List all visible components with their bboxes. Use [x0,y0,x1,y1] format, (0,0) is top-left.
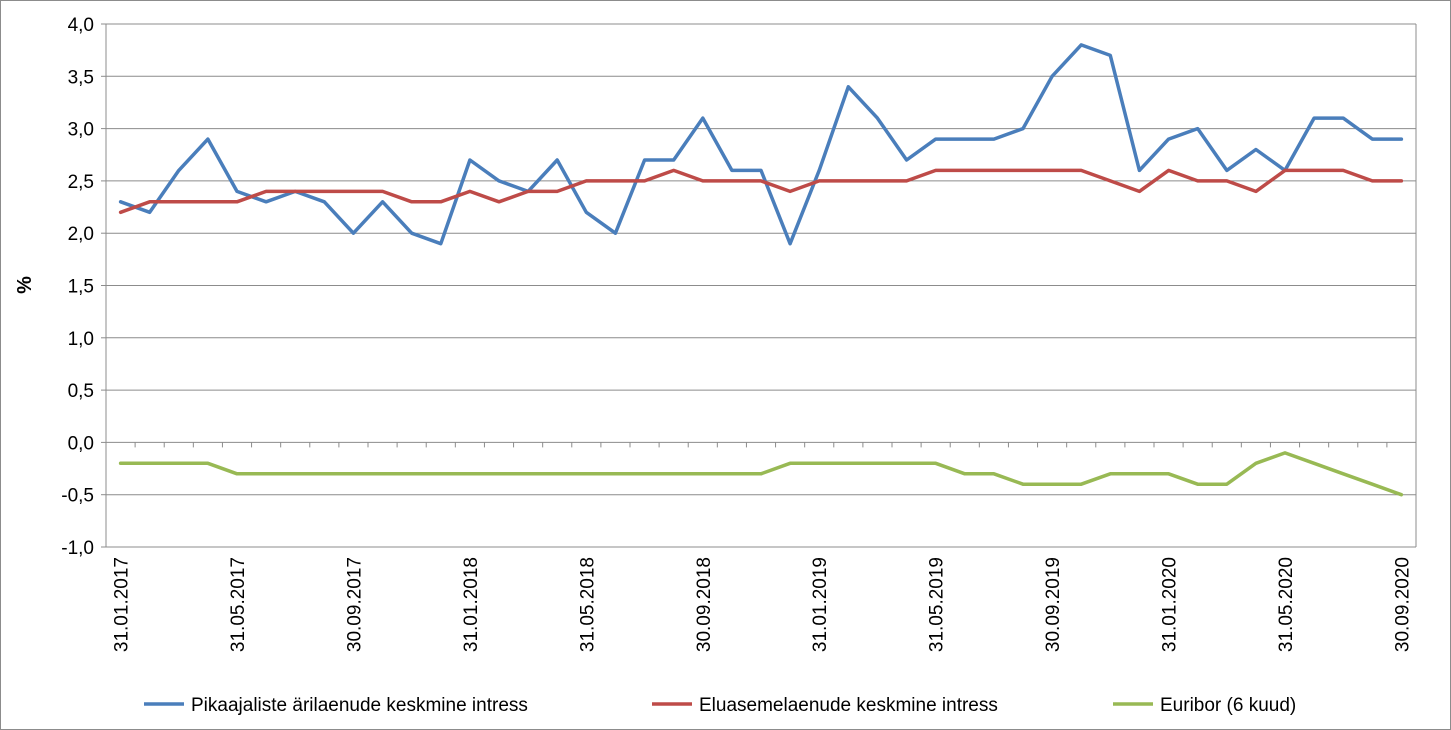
x-tick-label: 31.05.2018 [577,557,598,652]
series-lines [118,43,1404,497]
x-tick-label: 31.01.2019 [810,557,831,652]
y-tick-label: 1,5 [68,277,94,298]
x-tick-label: 30.09.2020 [1392,557,1413,652]
y-tick-label: 2,5 [68,172,94,193]
y-tick-label: 3,5 [68,67,94,88]
x-tick-label: 31.01.2020 [1160,557,1181,652]
legend: Pikaajaliste ärilaenude keskmine intress… [144,695,1296,716]
y-tick-label: 4,0 [68,15,94,36]
y-tick-label: 0,0 [68,433,94,454]
x-tick-label: 30.09.2019 [1043,557,1064,652]
legend-label: Eluasemelaenude keskmine intress [699,695,998,716]
series-line-3 [118,451,1404,497]
y-axis-label: % [14,276,36,294]
x-tick-label: 31.05.2020 [1276,557,1297,652]
y-tick-label: 2,0 [68,224,94,245]
gridlines [106,23,1416,548]
x-tick-label: 31.01.2017 [112,557,133,652]
y-tick-label: -0,5 [61,486,94,507]
legend-label: Pikaajaliste ärilaenude keskmine intress [191,695,528,716]
y-tick-label: -1,0 [61,538,94,559]
x-tick-label: 30.09.2017 [344,557,365,652]
y-tick-label: 0,5 [68,381,94,402]
legend-label: Euribor (6 kuud) [1160,695,1296,716]
x-tick-labels: 31.01.2017 31.05.2017 30.09.2017 31.01.2018… [112,557,1414,652]
y-tick-label: 3,0 [68,120,94,141]
x-tick-label: 30.09.2018 [694,557,715,652]
x-tick-label: 31.05.2017 [228,557,249,652]
x-tick-label: 31.01.2018 [461,557,482,652]
series-line-2 [118,168,1404,215]
axes [101,23,1417,548]
y-tick-label: 1,0 [68,329,94,350]
y-tick-labels: -1,0 -0,5 0,0 0,5 1,0 1,5 2,0 2,5 3,0 3,5 4,0 [61,15,94,559]
series-line-1 [118,43,1404,246]
x-tick-label: 31.05.2019 [927,557,948,652]
